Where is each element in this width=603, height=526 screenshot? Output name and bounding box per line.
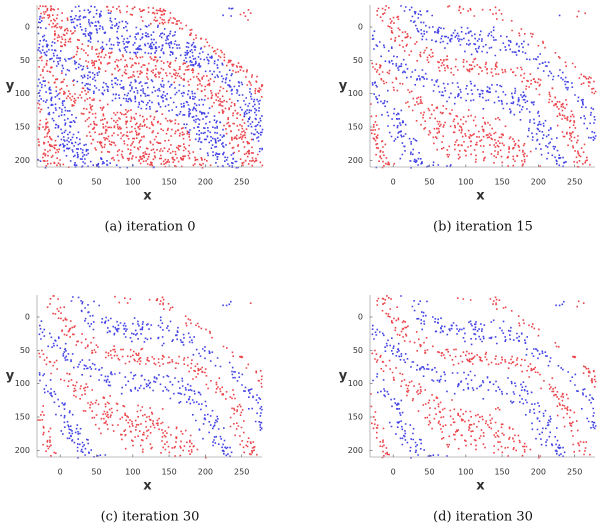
x-tick-label: 200 (531, 178, 546, 187)
event-cloud-blue (38, 296, 263, 459)
x-tick-label: 50 (91, 178, 101, 187)
x-tick-label: 0 (391, 468, 396, 477)
x-tick-label: 250 (234, 178, 249, 187)
y-tick-label: 200 (15, 156, 30, 165)
x-axis-label: x (476, 189, 485, 204)
y-tick-label: 150 (348, 413, 363, 422)
caption: (d) iteration 30 (433, 510, 533, 525)
y-tick-label: 100 (348, 379, 363, 388)
panel: 0 50 100 150 200 250 0 50 100 150 200 x y (d) iterati… (339, 295, 597, 525)
x-tick-label: 150 (494, 468, 509, 477)
event-cloud-red (37, 295, 263, 459)
y-tick-label: 100 (348, 89, 363, 98)
x-tick-label: 150 (161, 178, 176, 187)
y-tick-label: 200 (348, 156, 363, 165)
x-tick-label: 200 (198, 468, 213, 477)
y-tick-label: 0 (358, 23, 363, 32)
x-tick-label: 0 (58, 468, 63, 477)
event-cloud-red (370, 295, 597, 459)
y-tick-label: 50 (20, 56, 30, 65)
y-axis-label: y (339, 369, 348, 384)
y-tick-label: 150 (15, 123, 30, 132)
x-tick-label: 150 (161, 468, 176, 477)
event-cloud-blue (371, 5, 597, 169)
x-tick-label: 250 (567, 178, 582, 187)
y-tick-label: 0 (358, 313, 363, 322)
y-axis-label: y (6, 79, 15, 94)
y-tick-label: 150 (348, 123, 363, 132)
x-tick-label: 100 (125, 468, 140, 477)
event-cloud-red (370, 5, 597, 169)
y-tick-label: 50 (353, 346, 363, 355)
y-tick-label: 100 (15, 89, 30, 98)
y-tick-label: 0 (25, 313, 30, 322)
x-tick-label: 0 (391, 178, 396, 187)
x-tick-label: 50 (91, 468, 101, 477)
x-tick-label: 0 (58, 178, 63, 187)
x-tick-label: 100 (125, 178, 140, 187)
caption: (b) iteration 15 (433, 220, 533, 235)
x-tick-label: 50 (424, 178, 434, 187)
x-tick-label: 200 (531, 468, 546, 477)
y-axis-label: y (6, 369, 15, 384)
event-cloud-red (37, 5, 264, 169)
y-tick-label: 200 (348, 446, 363, 455)
x-tick-label: 200 (198, 178, 213, 187)
y-tick-label: 50 (353, 56, 363, 65)
y-tick-label: 0 (25, 23, 30, 32)
x-tick-label: 150 (494, 178, 509, 187)
panel: 0 50 100 150 200 250 0 50 100 150 200 x y (a) iterati… (6, 5, 264, 235)
y-tick-label: 100 (15, 379, 30, 388)
y-tick-label: 150 (15, 413, 30, 422)
event-cloud-blue (371, 295, 597, 459)
x-tick-label: 100 (458, 468, 473, 477)
panel: 0 50 100 150 200 250 0 50 100 150 200 x y (b) iterati… (339, 5, 597, 235)
x-tick-label: 250 (234, 468, 249, 477)
x-axis-label: x (143, 189, 152, 204)
x-tick-label: 100 (458, 178, 473, 187)
panel: 0 50 100 150 200 250 0 50 100 150 200 x y (c) iterati… (6, 295, 263, 525)
x-tick-label: 250 (567, 468, 582, 477)
y-axis-label: y (339, 79, 348, 94)
y-tick-label: 200 (15, 446, 30, 455)
y-tick-label: 50 (20, 346, 30, 355)
caption: (c) iteration 30 (101, 510, 200, 525)
x-axis-label: x (476, 479, 485, 494)
caption: (a) iteration 0 (104, 220, 195, 235)
x-tick-label: 50 (424, 468, 434, 477)
x-axis-label: x (143, 479, 152, 494)
